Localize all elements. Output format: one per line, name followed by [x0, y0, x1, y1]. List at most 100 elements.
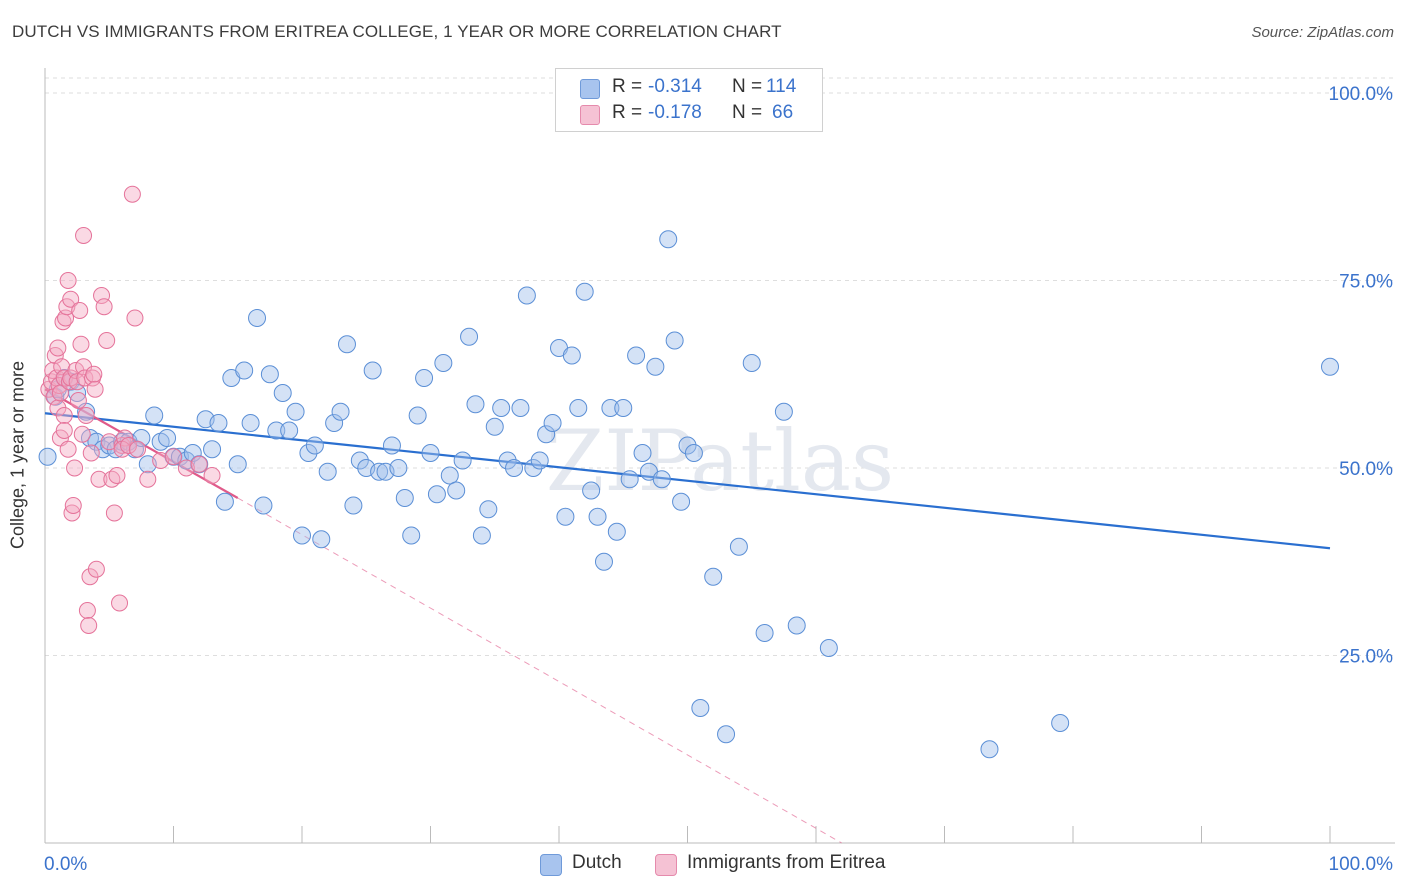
dutch-point: [389, 459, 408, 477]
stats-legend: R = -0.314 N = 114 R = -0.178 N = 66: [555, 68, 823, 132]
dutch-point: [325, 414, 344, 432]
eritrea-point: [87, 560, 105, 578]
eritrea-point: [62, 290, 80, 308]
n-label: N =: [732, 76, 763, 97]
eritrea-point: [55, 422, 73, 439]
dutch-point: [331, 402, 350, 421]
dutch-point: [427, 485, 446, 504]
dutch-point: [447, 481, 466, 500]
dutch-point: [980, 740, 999, 759]
eritrea-point: [120, 437, 138, 454]
eritrea-point: [85, 365, 103, 383]
n-value: 114: [766, 76, 797, 97]
dutch-point: [363, 361, 382, 380]
dutch-point: [505, 459, 524, 477]
eritrea-trend-extension: [237, 497, 842, 844]
y-tick-label: 25.0%: [1339, 647, 1393, 668]
dutch-point: [280, 421, 299, 440]
data-points: [38, 185, 1339, 759]
source-credit: Source: ZipAtlas.com: [1251, 24, 1394, 41]
dutch-point: [575, 282, 594, 301]
eritrea-point: [64, 497, 82, 514]
legend-label: Immigrants from Eritrea: [687, 852, 886, 873]
eritrea-point: [59, 440, 77, 458]
dutch-point: [260, 365, 279, 384]
dutch-point: [248, 309, 267, 327]
eritrea-point: [59, 272, 77, 289]
dutch-point: [395, 489, 414, 507]
dutch-point: [614, 399, 633, 417]
dutch-point: [472, 526, 491, 545]
eritrea-point: [72, 335, 90, 353]
eritrea-point: [71, 302, 89, 319]
dutch-point: [440, 466, 459, 485]
dutch-point: [299, 444, 318, 462]
dutch-point: [787, 616, 806, 635]
dutch-point: [601, 399, 620, 417]
eritrea-point: [53, 358, 71, 376]
eritrea-point: [105, 504, 123, 522]
dutch-point: [203, 440, 222, 459]
dutch-point: [209, 414, 228, 432]
eritrea-point: [203, 467, 221, 484]
dutch-point: [1051, 714, 1070, 732]
eritrea-point: [86, 380, 104, 398]
dutch-point: [704, 567, 723, 586]
dutch-point: [382, 436, 401, 455]
eritrea-point: [165, 448, 182, 466]
dutch-point: [273, 384, 292, 402]
dutch-point: [819, 639, 838, 657]
y-tick-label: 100.0%: [1329, 84, 1394, 105]
dutch-point: [344, 496, 363, 515]
eritrea-swatch: [655, 854, 677, 876]
r-value: -0.178: [648, 102, 702, 123]
r-value: -0.314: [648, 76, 702, 97]
dutch-point: [312, 530, 331, 549]
tick-labels: 25.0% 50.0% 75.0% 100.0% 0.0% 100.0%: [44, 84, 1393, 875]
dutch-point: [138, 455, 157, 474]
dutch-point: [684, 444, 703, 462]
eritrea-point: [90, 470, 108, 488]
eritrea-point: [111, 594, 129, 612]
dutch-point: [646, 357, 665, 376]
x-tick-label: 0.0%: [44, 854, 87, 875]
dutch-point: [556, 507, 575, 526]
dutch-point: [627, 346, 646, 365]
dutch-point: [530, 451, 549, 470]
dutch-point: [665, 331, 684, 350]
dutch-point: [691, 699, 710, 717]
dutch-point: [479, 500, 498, 519]
dutch-point: [562, 346, 581, 365]
dutch-point: [607, 522, 626, 541]
eritrea-point: [108, 467, 126, 484]
eritrea-point: [49, 339, 67, 357]
dutch-point: [594, 552, 613, 571]
eritrea-point: [73, 425, 91, 443]
n-label: N =: [732, 102, 763, 123]
dutch-point: [286, 402, 305, 421]
dutch-point: [305, 436, 324, 455]
eritrea-point: [123, 185, 141, 203]
r-label: R =: [612, 102, 643, 123]
eritrea-point: [93, 287, 111, 304]
dutch-point: [511, 399, 530, 417]
eritrea-point: [75, 227, 93, 244]
dutch-point: [318, 462, 337, 481]
eritrea-point: [78, 602, 96, 619]
eritrea-point: [152, 452, 170, 469]
dutch-point: [241, 414, 260, 432]
dutch-point: [672, 492, 691, 511]
dutch-point: [466, 395, 485, 414]
eritrea-point: [77, 407, 95, 424]
dutch-swatch: [580, 79, 600, 99]
dutch-point: [492, 399, 511, 417]
eritrea-point: [139, 470, 157, 488]
dutch-point: [235, 361, 254, 380]
dutch-swatch: [540, 854, 562, 876]
eritrea-point: [55, 407, 73, 424]
eritrea-point: [66, 459, 84, 477]
y-tick-label: 50.0%: [1339, 459, 1393, 480]
dutch-point: [370, 462, 389, 481]
dutch-trend-line: [44, 412, 1331, 550]
dutch-point: [408, 406, 427, 425]
